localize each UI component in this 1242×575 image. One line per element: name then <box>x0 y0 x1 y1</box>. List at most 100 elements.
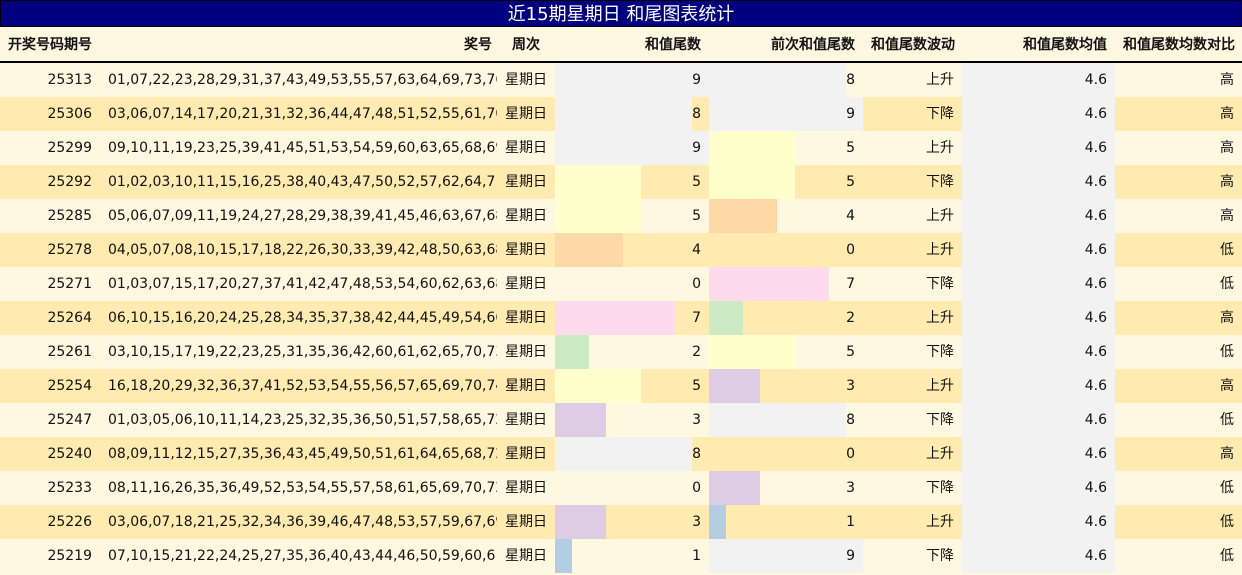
cell-numbers: 03,06,07,18,21,25,32,34,36,39,46,47,48,5… <box>100 505 497 539</box>
cell-prev-tail: 5 <box>709 335 863 369</box>
cell-tail: 1 <box>555 539 709 573</box>
cell-period: 25285 <box>0 199 100 233</box>
cell-prev-tail: 0 <box>709 437 863 471</box>
average-value: 4.6 <box>1084 480 1107 496</box>
cell-period: 25292 <box>0 165 100 199</box>
cell-period: 25278 <box>0 233 100 267</box>
cell-numbers: 09,10,11,19,23,25,39,41,45,51,53,54,59,6… <box>100 131 497 165</box>
cell-weekday: 星期日 <box>497 437 555 471</box>
compare-value: 低 <box>1220 514 1234 530</box>
tail-bar <box>555 335 590 369</box>
cell-numbers: 01,03,07,15,17,20,27,37,41,42,47,48,53,5… <box>100 267 497 301</box>
average-value: 4.6 <box>1084 310 1107 326</box>
cell-period: 25233 <box>0 471 100 505</box>
header-period: 开奖号码期号 <box>8 37 92 53</box>
prev-tail-value: 5 <box>846 174 855 190</box>
cell-compare: 高 <box>1115 301 1242 335</box>
cell-weekday: 星期日 <box>497 335 555 369</box>
tail-value: 5 <box>692 208 701 224</box>
cell-numbers: 01,02,03,10,11,15,16,25,38,40,43,47,50,5… <box>100 165 497 199</box>
tail-value: 2 <box>692 344 701 360</box>
tail-bar <box>709 403 846 437</box>
cell-trend: 下降 <box>863 335 962 369</box>
weekday-value: 星期日 <box>505 72 547 88</box>
period-value: 25254 <box>47 378 92 394</box>
numbers-value: 06,10,15,16,20,24,25,28,34,35,37,38,42,4… <box>108 310 497 326</box>
trend-value: 上升 <box>926 514 954 530</box>
prev-tail-value: 4 <box>846 208 855 224</box>
cell-prev-tail: 7 <box>709 267 863 301</box>
tail-bar <box>709 335 795 369</box>
tail-bar <box>709 165 795 199</box>
prev-tail-value: 0 <box>846 446 855 462</box>
trend-value: 上升 <box>926 378 954 394</box>
tail-bar <box>555 437 692 471</box>
header-tail: 和值尾数 <box>645 37 701 53</box>
compare-value: 低 <box>1220 412 1234 428</box>
numbers-value: 05,06,07,09,11,19,24,27,28,29,38,39,41,4… <box>108 208 497 224</box>
cell-tail: 8 <box>555 97 709 131</box>
cell-compare: 低 <box>1115 505 1242 539</box>
cell-average: 4.6 <box>962 369 1115 403</box>
table-row: 25233 08,11,16,26,35,36,49,52,53,54,55,57… <box>0 471 1242 505</box>
header-numbers: 奖号 <box>464 37 492 53</box>
compare-value: 高 <box>1220 208 1234 224</box>
tail-bar <box>709 369 761 403</box>
cell-trend: 上升 <box>863 233 962 267</box>
cell-numbers: 04,05,07,08,10,15,17,18,22,26,30,33,39,4… <box>100 233 497 267</box>
cell-compare: 低 <box>1115 335 1242 369</box>
cell-tail: 9 <box>555 131 709 165</box>
cell-weekday: 星期日 <box>497 199 555 233</box>
trend-value: 上升 <box>926 310 954 326</box>
weekday-value: 星期日 <box>505 208 547 224</box>
cell-tail: 2 <box>555 335 709 369</box>
cell-compare: 高 <box>1115 437 1242 471</box>
tail-value: 1 <box>692 548 701 564</box>
table-row: 25278 04,05,07,08,10,15,17,18,22,26,30,33… <box>0 233 1242 267</box>
cell-compare: 高 <box>1115 165 1242 199</box>
table-row: 25219 07,10,15,21,22,24,25,27,35,36,40,43… <box>0 539 1242 573</box>
cell-average: 4.6 <box>962 131 1115 165</box>
tail-value: 8 <box>692 446 701 462</box>
cell-trend: 下降 <box>863 267 962 301</box>
cell-weekday: 星期日 <box>497 233 555 267</box>
cell-prev-tail: 8 <box>709 63 863 97</box>
trend-value: 下降 <box>926 344 954 360</box>
period-value: 25261 <box>47 344 92 360</box>
cell-weekday: 星期日 <box>497 131 555 165</box>
weekday-value: 星期日 <box>505 276 547 292</box>
cell-prev-tail: 5 <box>709 131 863 165</box>
numbers-value: 08,11,16,26,35,36,49,52,53,54,55,57,58,6… <box>108 480 497 496</box>
prev-tail-value: 3 <box>846 378 855 394</box>
cell-trend: 上升 <box>863 199 962 233</box>
average-value: 4.6 <box>1084 514 1107 530</box>
numbers-value: 03,10,15,17,19,22,23,25,31,35,36,42,60,6… <box>108 344 497 360</box>
table-row: 25240 08,09,11,12,15,27,35,36,43,45,49,50… <box>0 437 1242 471</box>
cell-tail: 3 <box>555 505 709 539</box>
table-row: 25226 03,06,07,18,21,25,32,34,36,39,46,47… <box>0 505 1242 539</box>
table-body: 25313 01,07,22,23,28,29,31,37,43,49,53,55… <box>0 63 1242 573</box>
average-value: 4.6 <box>1084 344 1107 360</box>
average-value: 4.6 <box>1084 276 1107 292</box>
numbers-value: 01,02,03,10,11,15,16,25,38,40,43,47,50,5… <box>108 174 497 190</box>
trend-value: 上升 <box>926 446 954 462</box>
cell-period: 25240 <box>0 437 100 471</box>
numbers-value: 07,10,15,21,22,24,25,27,35,36,40,43,44,4… <box>108 548 497 564</box>
table-row: 25261 03,10,15,17,19,22,23,25,31,35,36,42… <box>0 335 1242 369</box>
prev-tail-value: 0 <box>846 242 855 258</box>
trend-value: 下降 <box>926 548 954 564</box>
weekday-value: 星期日 <box>505 548 547 564</box>
header-average: 和值尾数均值 <box>1023 37 1107 53</box>
tail-bar <box>709 199 778 233</box>
cell-weekday: 星期日 <box>497 539 555 573</box>
cell-prev-tail: 0 <box>709 233 863 267</box>
compare-value: 高 <box>1220 140 1234 156</box>
table-row: 25285 05,06,07,09,11,19,24,27,28,29,38,39… <box>0 199 1242 233</box>
header-trend: 和值尾数波动 <box>871 37 955 53</box>
cell-numbers: 06,10,15,16,20,24,25,28,34,35,37,38,42,4… <box>100 301 497 335</box>
header-compare: 和值尾数均数对比 <box>1123 37 1235 53</box>
cell-trend: 下降 <box>863 97 962 131</box>
table-row: 25254 16,18,20,29,32,36,37,41,52,53,54,55… <box>0 369 1242 403</box>
period-value: 25285 <box>47 208 92 224</box>
tail-bar <box>555 97 692 131</box>
